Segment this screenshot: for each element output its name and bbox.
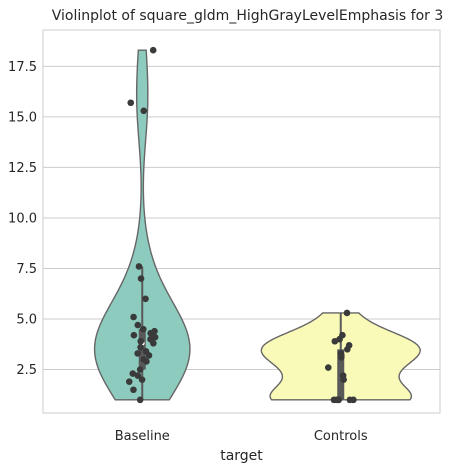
data-point: [343, 309, 351, 317]
x-tick-labels: Baseline Controls: [115, 429, 368, 444]
data-point: [330, 396, 338, 404]
data-point: [331, 337, 339, 345]
data-point: [134, 372, 142, 379]
x-axis-label: target: [220, 448, 263, 464]
data-point: [340, 376, 347, 383]
data-point: [147, 329, 154, 337]
chart-title: Violinplot of square_gldm_HighGrayLevelE…: [52, 8, 444, 24]
data-point: [138, 376, 146, 383]
data-point: [139, 325, 147, 333]
data-point: [137, 344, 144, 351]
data-point: [136, 366, 144, 373]
x-tick-label: Controls: [314, 429, 368, 444]
y-tick-label: 7.5: [16, 262, 37, 277]
y-tick-label: 17.5: [8, 60, 37, 75]
y-tick-label: 5.0: [16, 313, 37, 328]
data-point: [143, 358, 150, 365]
data-point: [344, 346, 351, 353]
data-point: [324, 364, 332, 371]
data-point: [134, 350, 141, 357]
y-tick-labels: 2.5 5.0 7.5 10.0 12.5 15.0 17.5: [8, 60, 37, 378]
data-point: [137, 337, 145, 345]
data-point: [145, 352, 153, 359]
data-point: [150, 339, 157, 347]
data-point: [136, 396, 144, 404]
data-point: [125, 378, 133, 385]
data-point: [335, 396, 343, 404]
data-point: [350, 396, 357, 404]
violin-baseline: [93, 49, 191, 401]
data-point: [137, 275, 145, 282]
data-point: [127, 99, 135, 107]
data-point: [142, 295, 149, 303]
data-point: [130, 386, 137, 394]
points: [125, 46, 357, 404]
y-tick-label: 2.5: [16, 363, 37, 378]
y-tick-label: 12.5: [8, 161, 37, 176]
data-point: [135, 263, 143, 270]
plot-frame: [42, 29, 441, 414]
data-point: [130, 331, 138, 339]
data-point: [140, 107, 148, 115]
data-point: [129, 370, 137, 377]
y-tick-label: 15.0: [8, 110, 37, 125]
data-point: [338, 354, 345, 361]
data-point: [149, 46, 157, 54]
data-point: [134, 321, 142, 329]
data-point: [130, 313, 137, 321]
x-tick-label: Baseline: [115, 429, 170, 444]
y-tick-label: 10.0: [8, 211, 37, 226]
